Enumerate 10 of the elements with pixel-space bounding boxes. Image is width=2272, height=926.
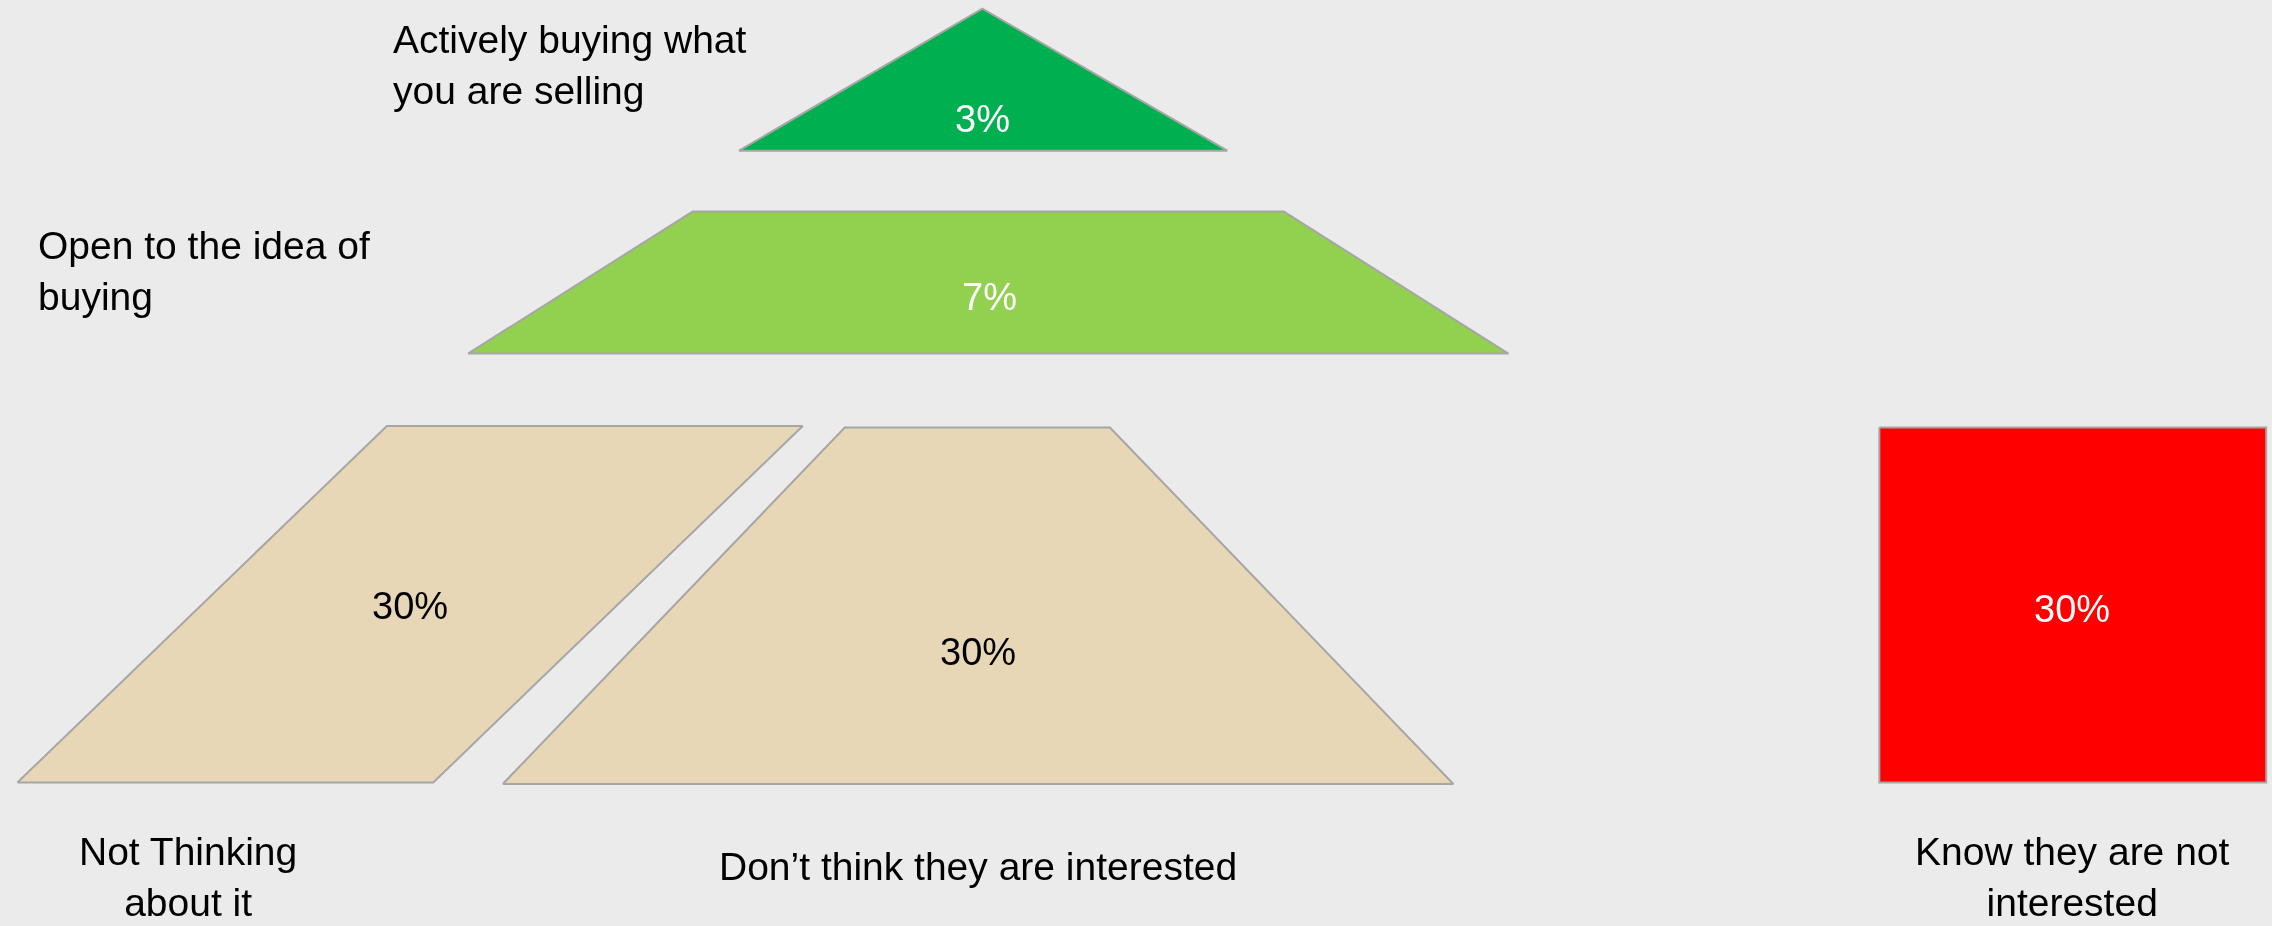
category-label: Open to the idea of buying [38,224,370,318]
category-label: Don’t think they are interested [719,845,1238,888]
category-label: Not Thinking about it [79,830,298,924]
data-label: 3% [955,98,1010,140]
data-label: 30% [2034,588,2111,630]
data-label: 30% [372,585,449,627]
category-label: Know they are not interested [1915,830,2230,924]
data-label: 30% [940,631,1017,673]
category-label: Actively buying what you are selling [393,18,747,112]
data-label: 7% [962,276,1017,318]
